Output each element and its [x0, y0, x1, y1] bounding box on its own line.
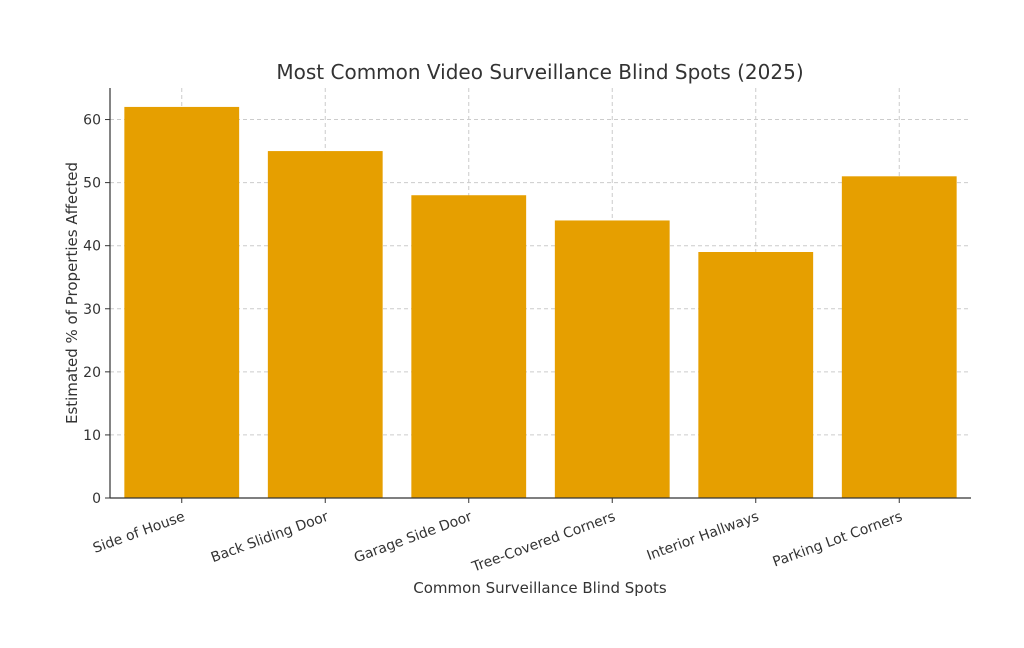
bar	[698, 252, 814, 498]
y-tick-label: 0	[92, 491, 101, 507]
x-tick-label: Back Sliding Door	[209, 509, 331, 566]
x-tick-label: Garage Side Door	[352, 509, 474, 567]
x-tick-label: Side of House	[91, 509, 187, 557]
y-tick-label: 40	[83, 239, 101, 255]
y-tick-label: 10	[83, 428, 101, 444]
bar	[267, 151, 383, 499]
x-axis-label: Common Surveillance Blind Spots	[413, 579, 667, 597]
y-tick-label: 20	[83, 365, 101, 381]
bars	[124, 106, 957, 499]
y-axis-label: Estimated % of Properties Affected	[63, 162, 81, 424]
y-tick-label: 60	[83, 113, 101, 129]
bar	[841, 176, 957, 499]
x-tick-label: Parking Lot Corners	[771, 509, 905, 571]
bar	[124, 106, 240, 498]
bar	[411, 195, 527, 498]
x-tick-label: Interior Hallways	[645, 509, 761, 564]
axes	[105, 88, 971, 503]
x-tick-label: Tree-Covered Corners	[469, 509, 618, 576]
chart-title: Most Common Video Surveillance Blind Spo…	[276, 60, 803, 84]
y-tick-label: 50	[83, 176, 101, 192]
bar	[554, 220, 670, 498]
y-tick-label: 30	[83, 302, 101, 318]
